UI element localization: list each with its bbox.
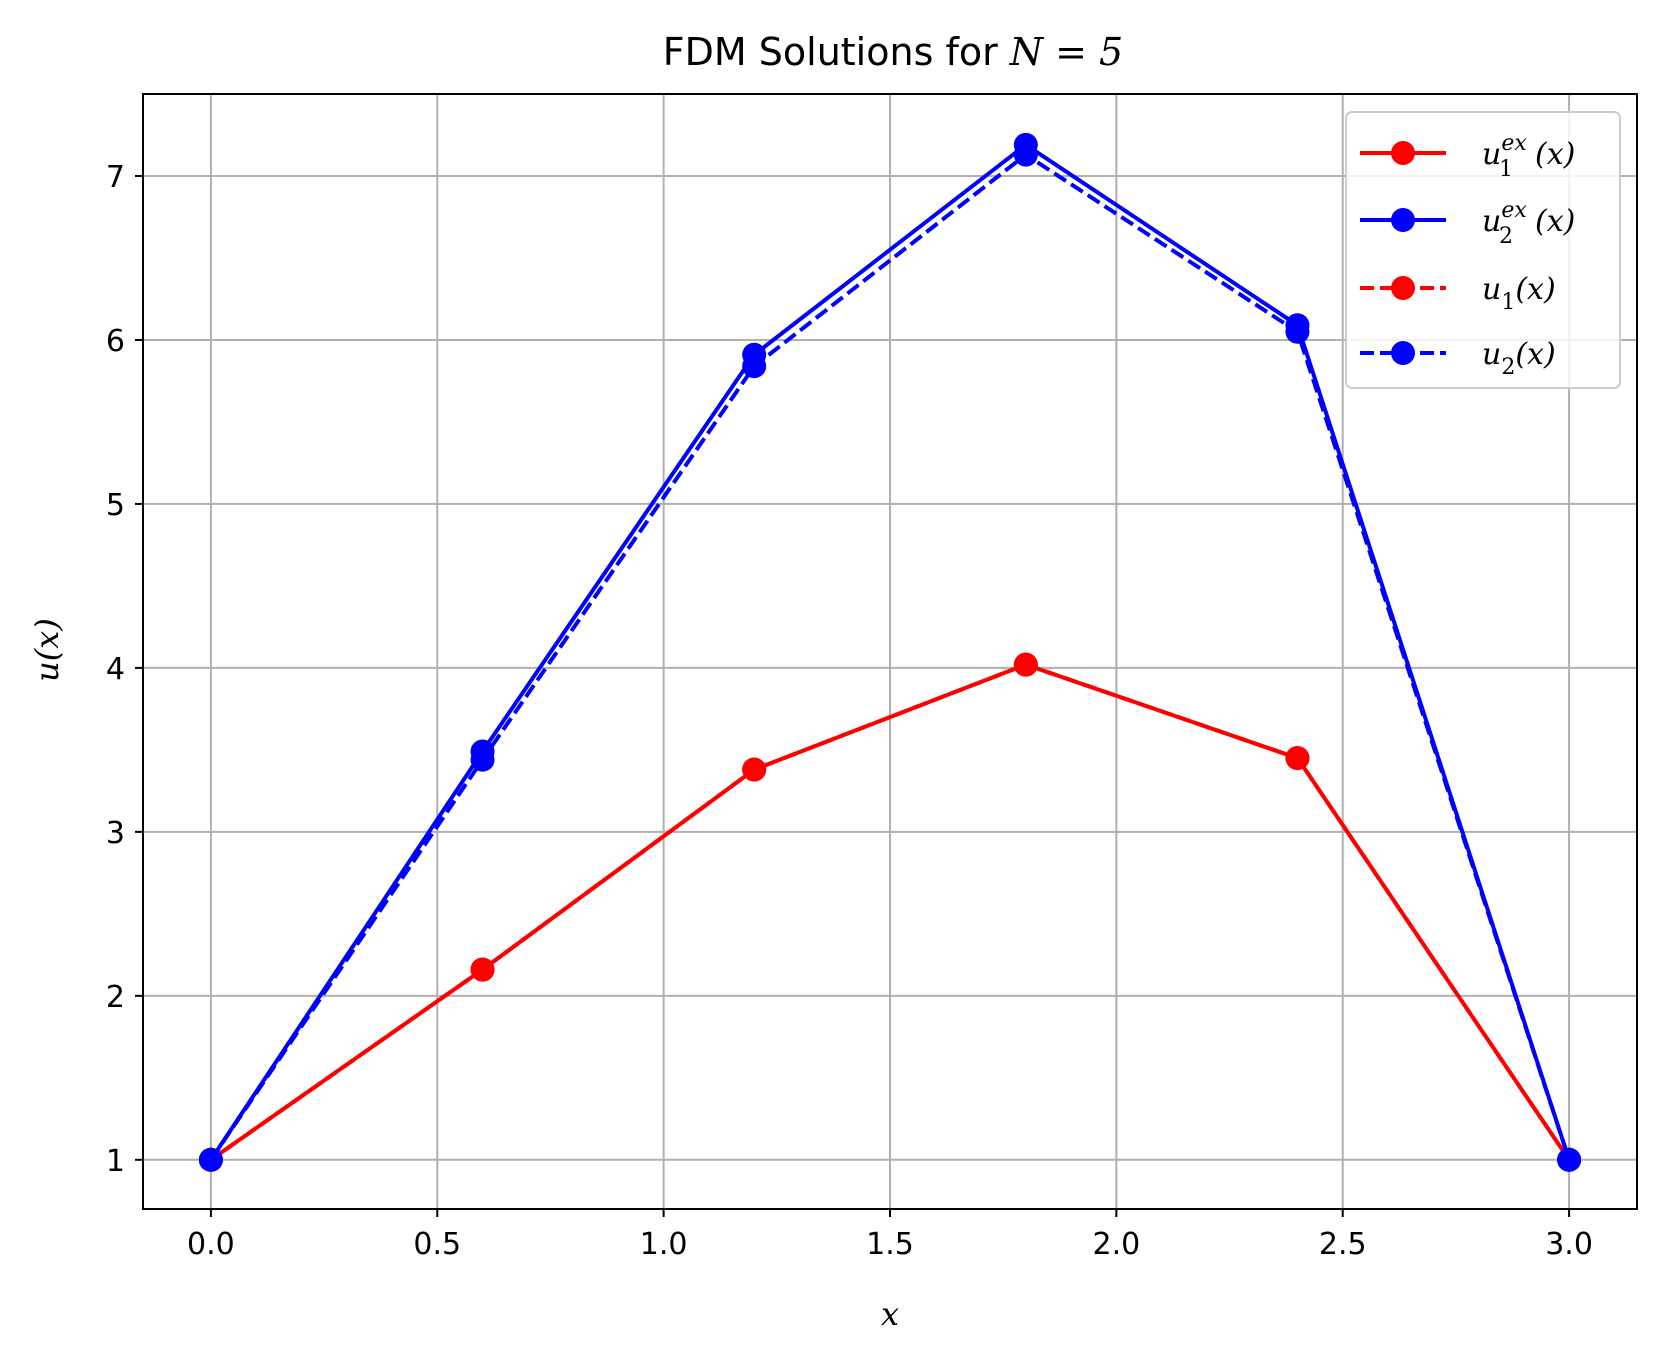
- y-tick-label: 7: [106, 160, 125, 195]
- x-axis-label: x: [881, 1295, 899, 1333]
- series-line: [209, 142, 1572, 1161]
- x-tick-label: 3.0: [1545, 1227, 1593, 1262]
- y-tick-label: 1: [106, 1144, 125, 1179]
- legend-swatch-marker: [1391, 141, 1415, 165]
- x-tick-label: 0.0: [187, 1227, 235, 1262]
- legend-label-tail: (x): [1535, 204, 1575, 239]
- series-2: [198, 132, 1582, 1172]
- legend-label-base: u: [1482, 137, 1501, 172]
- x-tick-label: 1.0: [640, 1227, 688, 1262]
- chart-title-math: N = 5: [1009, 30, 1123, 74]
- legend-box: [1345, 111, 1621, 389]
- x-tick-label: 0.5: [413, 1227, 461, 1262]
- legend-label: u1(x): [1482, 272, 1556, 315]
- legend-swatch-marker: [1391, 341, 1415, 365]
- data-point: [470, 739, 495, 764]
- data-point: [1557, 1147, 1582, 1172]
- legend-label-sub: 1: [1501, 290, 1515, 315]
- data-point: [742, 757, 767, 782]
- legend-label-tail: (x): [1535, 137, 1575, 172]
- y-tick-label: 6: [106, 324, 125, 359]
- y-tick-label: 3: [106, 816, 125, 851]
- chart-title-prefix: FDM Solutions for: [663, 30, 1010, 74]
- legend-swatch-marker: [1391, 276, 1415, 300]
- legend-label-base: u: [1482, 272, 1501, 307]
- ticks: 0.0 0.5 1.0 1.5 2.0 2.5 3.0 1 2 3 4 5 6 7: [106, 160, 1593, 1262]
- data-point: [1013, 132, 1038, 157]
- legend-label-base: u: [1482, 204, 1501, 239]
- legend-swatch-marker: [1391, 208, 1415, 232]
- legend-label-tail: (x): [1515, 272, 1555, 307]
- legend-label: uex 2 (x): [1482, 198, 1575, 249]
- data-point: [1285, 313, 1310, 338]
- legend: uex 1 (x)uex 2 (x)u1(x)u2(x): [1345, 111, 1621, 389]
- grid: [143, 94, 1637, 1209]
- chart-title: FDM Solutions for N = 5: [663, 30, 1123, 74]
- legend-label: uex 1 (x): [1482, 131, 1575, 182]
- legend-label-sub: 2: [1499, 224, 1513, 249]
- data-point: [470, 957, 495, 982]
- legend-label-sub: 2: [1501, 355, 1515, 380]
- x-tick-label: 2.0: [1093, 1227, 1141, 1262]
- data-point: [1285, 746, 1310, 771]
- x-tick-label: 2.5: [1319, 1227, 1367, 1262]
- series-line: [209, 152, 1572, 1161]
- data-point: [198, 1147, 223, 1172]
- legend-label-sup: ex: [1501, 198, 1527, 223]
- legend-label-tail: (x): [1515, 337, 1555, 372]
- y-tick-label: 2: [106, 980, 125, 1015]
- legend-label: u2(x): [1482, 337, 1556, 380]
- legend-label-sup: ex: [1501, 131, 1527, 156]
- y-axis-label: u(x): [28, 618, 66, 682]
- y-tick-label: 4: [106, 652, 125, 687]
- x-tick-label: 1.5: [866, 1227, 914, 1262]
- y-tick-label: 5: [106, 488, 125, 523]
- data-point: [1013, 652, 1038, 677]
- legend-label-sub: 1: [1499, 157, 1513, 182]
- series-layer: [198, 132, 1582, 1172]
- series-line: [209, 662, 1571, 1162]
- legend-label-base: u: [1482, 337, 1501, 372]
- data-point: [742, 342, 767, 367]
